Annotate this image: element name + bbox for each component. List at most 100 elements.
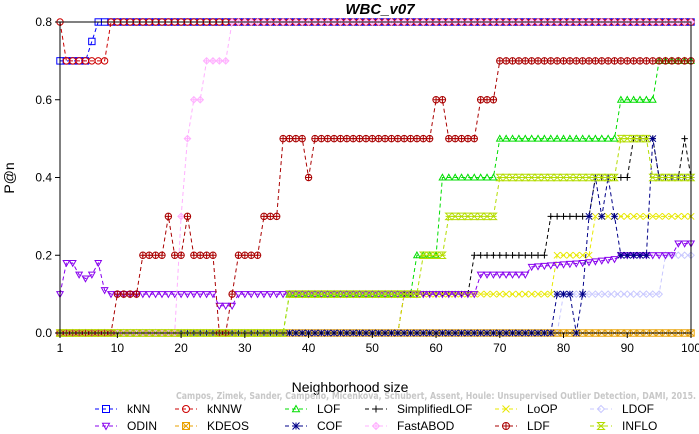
data-point xyxy=(336,134,345,143)
data-point xyxy=(624,174,631,181)
data-point xyxy=(457,134,466,143)
x-tick-label: 10 xyxy=(111,341,125,355)
data-point xyxy=(215,56,224,65)
series-fastabod xyxy=(56,18,695,337)
data-point xyxy=(604,134,613,142)
data-point xyxy=(655,290,664,299)
data-point xyxy=(438,291,447,299)
x-tick-label: 40 xyxy=(302,341,316,355)
data-point xyxy=(100,287,109,295)
data-point xyxy=(151,291,160,299)
legend-label: INFLO xyxy=(622,419,657,433)
data-point xyxy=(553,213,561,220)
data-point xyxy=(450,212,460,221)
data-point xyxy=(552,173,562,182)
data-point xyxy=(412,251,421,259)
data-point xyxy=(387,134,396,143)
data-point xyxy=(521,290,529,298)
data-point xyxy=(330,134,338,143)
data-point xyxy=(501,173,511,182)
data-point xyxy=(597,173,607,182)
data-point xyxy=(502,57,510,65)
data-point xyxy=(584,173,594,182)
legend-item-knn: kNN xyxy=(95,402,150,416)
data-point xyxy=(502,252,510,259)
legend-item-lof: LOF xyxy=(285,402,340,416)
data-point xyxy=(597,257,606,265)
x-tick-label: 50 xyxy=(366,341,380,355)
data-point xyxy=(502,271,511,279)
data-point xyxy=(470,291,479,299)
data-point xyxy=(253,251,262,259)
data-point xyxy=(527,173,537,182)
data-point xyxy=(527,263,536,272)
data-point xyxy=(489,173,498,181)
data-point xyxy=(533,134,543,142)
data-point xyxy=(648,173,658,182)
y-tick-label: 0.4 xyxy=(35,171,52,185)
legend-item-fastabod: FastABOD xyxy=(365,419,455,433)
data-point xyxy=(597,134,606,142)
data-point xyxy=(509,252,516,259)
data-point xyxy=(649,57,657,65)
data-point xyxy=(471,252,478,259)
data-point xyxy=(598,212,606,220)
data-point xyxy=(177,212,186,221)
data-point xyxy=(591,258,600,266)
data-point xyxy=(635,134,645,143)
data-point xyxy=(508,173,517,182)
data-point xyxy=(585,57,593,65)
data-point xyxy=(655,252,664,260)
legend-label: ODIN xyxy=(127,419,157,433)
data-point xyxy=(190,251,198,259)
x-tick-label: 1 xyxy=(57,341,64,355)
data-point xyxy=(438,251,447,259)
series-cof xyxy=(56,135,695,337)
data-point xyxy=(431,251,441,259)
data-point xyxy=(316,290,326,298)
series-inflo xyxy=(55,134,696,337)
data-point xyxy=(597,290,606,299)
data-point xyxy=(680,57,689,65)
data-point xyxy=(521,134,530,142)
data-point xyxy=(546,173,556,182)
data-point xyxy=(253,291,262,299)
legend-label: LDOF xyxy=(622,402,654,416)
data-point xyxy=(247,291,256,299)
data-point xyxy=(362,134,370,143)
data-point xyxy=(132,290,141,298)
series-line-inflo xyxy=(60,138,691,334)
data-point xyxy=(591,290,600,299)
data-point xyxy=(412,290,422,298)
data-point xyxy=(585,251,593,259)
legend-label: LOF xyxy=(317,402,340,416)
legend-label: COF xyxy=(317,419,342,433)
legend-marker xyxy=(101,422,111,431)
legend-label: kNN xyxy=(127,402,150,416)
legend-marker xyxy=(502,405,510,413)
data-point xyxy=(240,291,249,299)
data-point xyxy=(279,291,288,299)
data-point xyxy=(674,57,682,65)
series-line-simplifiedlof xyxy=(60,138,692,334)
data-point xyxy=(654,173,664,182)
data-point xyxy=(68,259,77,268)
data-point xyxy=(668,212,676,220)
legend-item-cof: COF xyxy=(285,419,342,433)
data-point xyxy=(343,134,351,143)
data-point xyxy=(413,134,421,143)
data-point xyxy=(151,251,160,259)
data-point xyxy=(547,290,555,298)
data-point xyxy=(674,212,682,220)
plot-area xyxy=(55,18,696,337)
data-point xyxy=(94,259,103,268)
data-point xyxy=(642,290,651,299)
data-point xyxy=(489,271,498,279)
data-point xyxy=(381,134,389,143)
legend-item-ldf: LDF xyxy=(495,419,550,433)
data-point xyxy=(279,134,287,143)
legend-item-kdeos: KDEOS xyxy=(175,419,249,433)
data-point xyxy=(546,262,555,270)
data-point xyxy=(648,252,657,260)
legend-label: kNNW xyxy=(207,402,242,416)
